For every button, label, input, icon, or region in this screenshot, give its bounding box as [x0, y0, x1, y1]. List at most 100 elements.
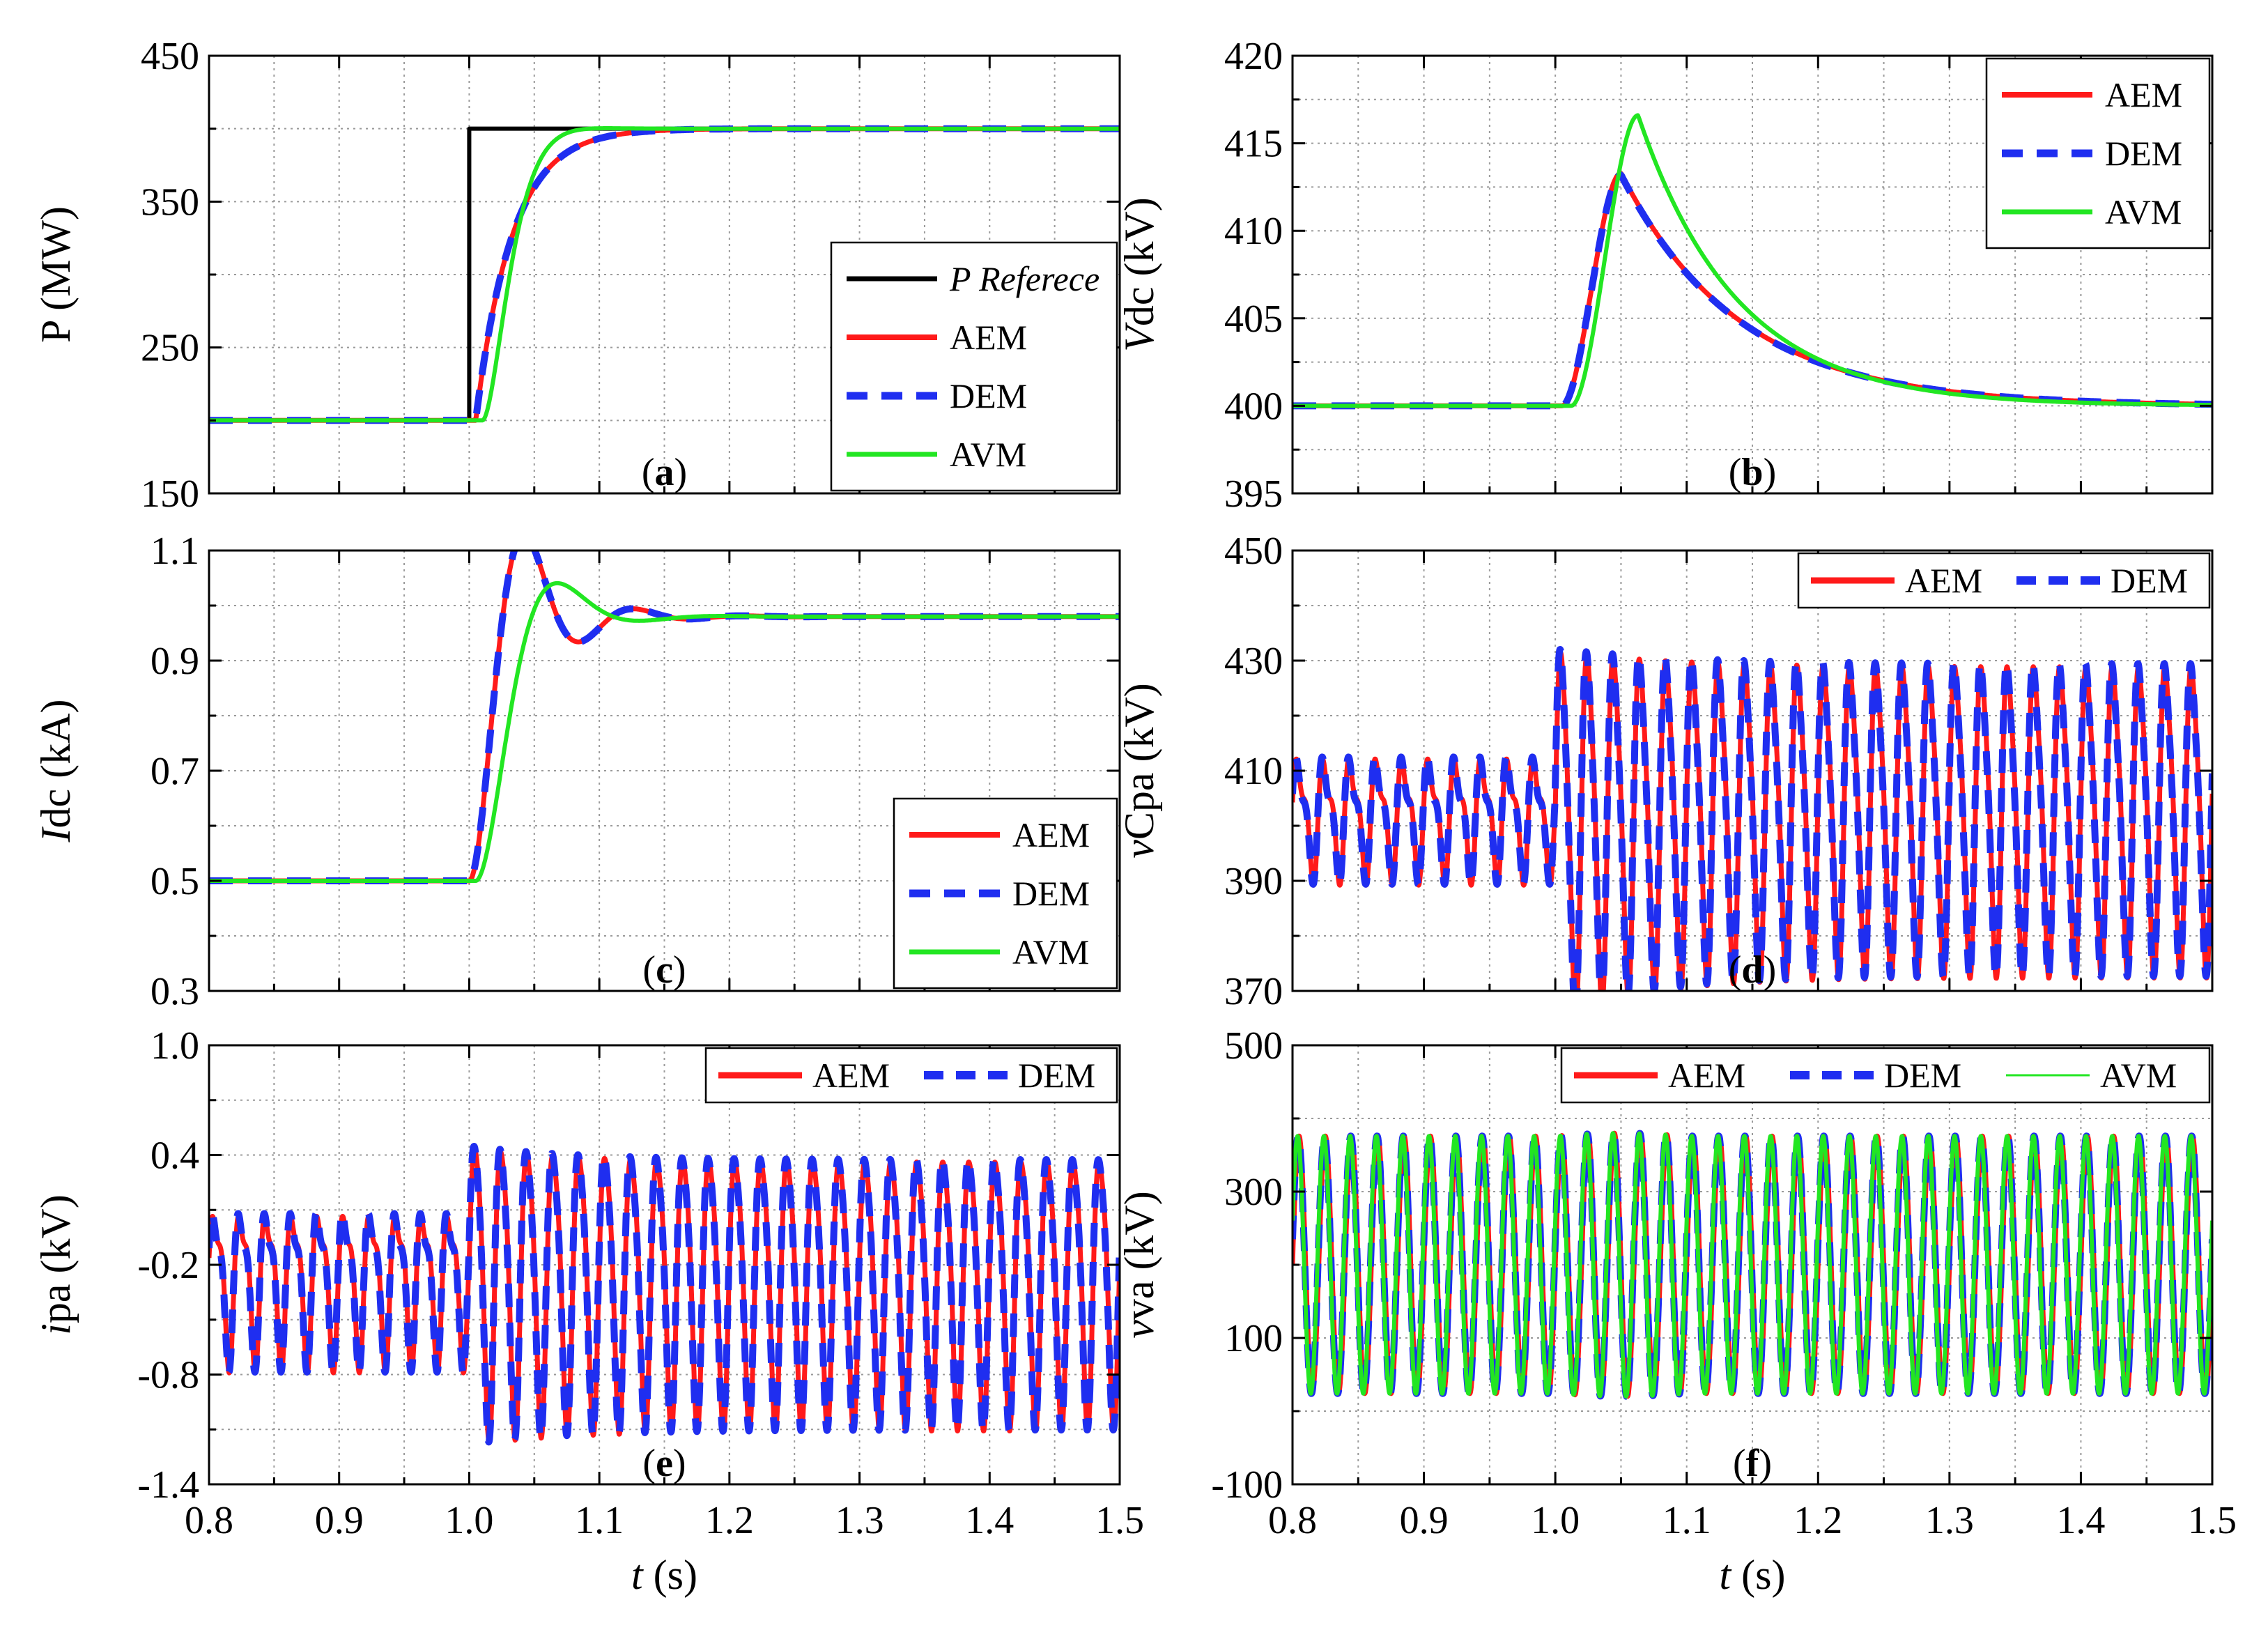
legend-label: DEM — [2105, 134, 2182, 173]
y-tick-label: -100 — [1211, 1463, 1283, 1507]
legend: AEM DEM AVM — [893, 797, 1118, 990]
legend: AEM DEM — [1797, 552, 2211, 609]
y-tick-label: 410 — [1224, 750, 1283, 793]
y-tick-label: 450 — [1224, 530, 1283, 573]
panel-a: 150 250 350 450 P (MW) (a) P Referece AEM DEM AVM — [33, 35, 1121, 516]
x-tick-label: 1.3 — [1925, 1499, 1974, 1542]
legend-label: P Referece — [949, 259, 1100, 298]
x-axis: 0.8 0.9 1.0 1.1 1.2 1.3 1.4 1.5 — [1268, 1045, 2237, 1542]
legend: AEM DEM AVM — [1985, 57, 2211, 249]
x-tick-label: 1.1 — [575, 1499, 624, 1542]
series-line-avm — [1293, 1131, 2212, 1399]
x-axis — [1291, 551, 2214, 991]
series-line-avm — [1293, 113, 2212, 408]
x-tick-label: 1.5 — [2188, 1499, 2237, 1542]
y-axis: 395 400 405 410 415 420 — [1224, 35, 2212, 516]
y-tick-label: 0.9 — [151, 640, 199, 683]
series-line-avm — [209, 126, 1120, 423]
legend: AEM DEM AVM — [1560, 1047, 2211, 1104]
y-axis: -100 100 300 500 — [1211, 1024, 2212, 1507]
series-group — [1293, 113, 2212, 410]
y-axis-title: vva (kV) — [1116, 1191, 1162, 1339]
series-line-avm — [209, 580, 1120, 883]
series-group — [1293, 1130, 2212, 1400]
series-group — [209, 551, 1120, 884]
legend-label: DEM — [1884, 1056, 1961, 1095]
y-tick-label: 430 — [1224, 640, 1283, 683]
x-tick-label: 1.5 — [1095, 1499, 1144, 1542]
y-tick-label: 370 — [1224, 970, 1283, 1013]
legend-label: AEM — [812, 1056, 890, 1095]
panel-label: (b) — [1729, 451, 1776, 494]
legend: AEM DEM — [704, 1047, 1118, 1104]
x-axis — [1291, 56, 2214, 493]
y-axis-title: vCpa (kV) — [1116, 683, 1162, 859]
y-tick-label: -1.4 — [137, 1463, 199, 1507]
y-tick-label: 0.7 — [151, 750, 199, 793]
y-tick-label: 350 — [141, 180, 199, 224]
series-group — [209, 1143, 1120, 1446]
y-tick-label: 395 — [1224, 472, 1283, 516]
x-tick-label: 0.9 — [315, 1499, 364, 1542]
panel-e: 0.8 0.9 1.0 1.1 1.2 1.3 1.4 1.5 -1.4 -0.8 -0.2 0.4 1… — [33, 1024, 1144, 1598]
y-tick-label: 450 — [141, 35, 199, 78]
legend-label: DEM — [2111, 561, 2188, 600]
panel-label: (c) — [642, 948, 686, 992]
y-axis-title: P (MW) — [33, 206, 79, 343]
x-axis — [208, 551, 1121, 991]
y-tick-label: 410 — [1224, 210, 1283, 253]
y-axis: 0.3 0.5 0.7 0.9 1.1 — [151, 530, 1120, 1013]
x-tick-label: 1.1 — [1663, 1499, 1711, 1542]
y-tick-label: 1.0 — [151, 1024, 199, 1068]
panel-f: 0.8 0.9 1.0 1.1 1.2 1.3 1.4 1.5 -100 100 300 500 vva… — [1116, 1024, 2237, 1598]
y-tick-label: 250 — [141, 327, 199, 370]
x-axis-title: t (s) — [631, 1552, 697, 1598]
x-tick-label: 0.9 — [1400, 1499, 1449, 1542]
y-tick-label: 100 — [1224, 1317, 1283, 1360]
series-group — [209, 125, 1120, 424]
series-group — [1293, 646, 2212, 991]
x-tick-label: 0.8 — [185, 1499, 233, 1542]
legend: P Referece AEM DEM AVM — [830, 241, 1118, 492]
legend-label: DEM — [950, 376, 1027, 415]
x-tick-label: 1.2 — [705, 1499, 754, 1542]
y-tick-label: 1.1 — [151, 530, 199, 573]
y-tick-label: 415 — [1224, 123, 1283, 166]
legend-label: AEM — [950, 318, 1027, 357]
legend-label: DEM — [1012, 874, 1090, 913]
panel-label: (e) — [642, 1442, 686, 1485]
x-tick-label: 1.0 — [445, 1499, 493, 1542]
y-tick-label: -0.8 — [137, 1354, 199, 1397]
legend-label: AVM — [1012, 932, 1089, 971]
panel-b: 395 400 405 410 415 420 Vdc (kV) (b) AEM DEM AVM — [1116, 35, 2214, 516]
y-axis: 150 250 350 450 — [141, 35, 1120, 516]
x-tick-label: 1.0 — [1531, 1499, 1580, 1542]
y-tick-label: -0.2 — [137, 1244, 199, 1287]
y-axis: 370 390 410 430 450 — [1224, 530, 2212, 1013]
x-axis: 0.8 0.9 1.0 1.1 1.2 1.3 1.4 1.5 — [185, 1045, 1144, 1542]
y-tick-label: 150 — [141, 472, 199, 516]
panel-label: (a) — [642, 451, 687, 494]
panel-c: 0.3 0.5 0.7 0.9 1.1 Idc (kA) (c) AEM DEM AVM — [33, 530, 1121, 1013]
y-tick-label: 405 — [1224, 298, 1283, 341]
x-tick-label: 1.3 — [835, 1499, 884, 1542]
x-axis-title: t (s) — [1720, 1552, 1786, 1598]
x-tick-label: 1.4 — [2056, 1499, 2105, 1542]
legend-box — [1560, 1047, 2211, 1104]
legend-label: AEM — [1905, 561, 1982, 600]
legend-label: AVM — [2105, 192, 2182, 231]
x-tick-label: 1.2 — [1793, 1499, 1842, 1542]
panel-label: (f) — [1733, 1442, 1772, 1485]
x-tick-label: 0.8 — [1268, 1499, 1317, 1542]
y-tick-label: 0.4 — [151, 1134, 199, 1178]
legend-label: AEM — [1012, 815, 1090, 854]
legend-box — [893, 797, 1118, 990]
series-line-dem — [209, 1143, 1120, 1446]
y-tick-label: 400 — [1224, 385, 1283, 428]
y-tick-label: 0.3 — [151, 970, 199, 1013]
y-tick-label: 420 — [1224, 35, 1283, 78]
y-axis: -1.4 -0.8 -0.2 0.4 1.0 — [137, 1024, 1120, 1507]
y-tick-label: 0.5 — [151, 860, 199, 903]
panel-label: (d) — [1729, 948, 1776, 992]
